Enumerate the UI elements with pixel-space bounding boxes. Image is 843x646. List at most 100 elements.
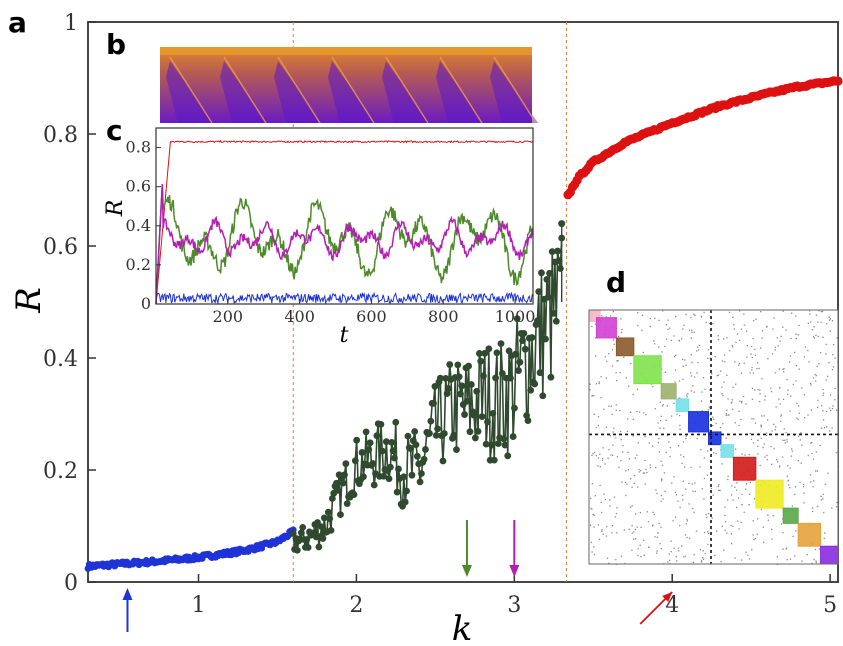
inset-d-entry <box>727 414 729 416</box>
inset-d-entry <box>785 329 787 331</box>
inset-d-entry <box>754 537 756 540</box>
inset-d-entry <box>673 356 676 358</box>
inset-d-block <box>820 546 838 564</box>
inset-d-block <box>661 383 677 399</box>
inset-d-entry <box>643 554 645 557</box>
inset-d-entry <box>731 408 734 410</box>
inset-d-entry <box>697 349 700 351</box>
inset-d-entry <box>761 415 763 417</box>
inset-d-entry <box>832 405 834 407</box>
inset-d-entry <box>678 550 680 552</box>
inset-d-entry <box>767 419 769 421</box>
inset-d-block-border <box>595 317 617 339</box>
inset-d-entry <box>751 366 753 369</box>
inset-d-entry <box>674 516 677 518</box>
inset-d-entry <box>647 546 650 548</box>
inset-d-entry <box>663 427 665 430</box>
inset-d-entry <box>706 516 708 519</box>
inset-d-entry <box>782 531 784 534</box>
inset-d-entry <box>693 511 695 513</box>
main-point <box>326 515 334 522</box>
main-y-tick-label: 0.4 <box>43 347 78 372</box>
main-point <box>420 455 428 463</box>
inset-d-entry <box>692 507 694 510</box>
inset-d-entry <box>661 368 663 370</box>
inset-d-entry <box>700 315 702 317</box>
inset-d-entry <box>759 464 761 467</box>
inset-d-entry <box>731 485 733 487</box>
inset-d-entry <box>753 418 755 420</box>
inset-d-entry <box>778 465 781 467</box>
inset-d-entry <box>631 549 633 551</box>
inset-d-frame <box>588 309 839 565</box>
main-point <box>304 544 312 551</box>
main-point <box>498 369 506 377</box>
inset-d-block <box>633 355 662 384</box>
inset-d-entry <box>678 414 681 417</box>
inset-d-blocks <box>588 309 839 565</box>
inset-d-entry <box>755 318 757 320</box>
main-point <box>365 446 373 453</box>
inset-d-entry <box>614 516 616 518</box>
inset-d-entry <box>717 374 720 376</box>
inset-d-entry <box>737 497 740 499</box>
inset-d-entry <box>600 501 602 504</box>
inset-d-entry <box>612 444 614 446</box>
inset-d-entry <box>708 532 710 534</box>
inset-d-entry <box>757 453 759 455</box>
inset-d-entry <box>657 441 660 444</box>
main-point <box>501 441 509 449</box>
main-point <box>454 361 462 369</box>
inset-d-entry <box>618 466 620 468</box>
inset-c-frame <box>155 127 534 305</box>
inset-d-entry <box>734 422 736 424</box>
main-point <box>351 457 359 465</box>
inset-d-entry <box>761 378 763 380</box>
main-point <box>416 478 424 486</box>
inset-d-entry <box>746 330 748 332</box>
inset-b-front <box>493 56 537 124</box>
inset-d-entry <box>684 534 687 536</box>
main-point <box>401 498 409 506</box>
inset-d-entry <box>615 559 617 561</box>
inset-d-entry <box>649 464 651 466</box>
inset-d-entry <box>589 524 592 526</box>
inset-d-entry <box>778 398 780 400</box>
main-point <box>299 523 307 531</box>
inset-d-entry <box>711 373 713 375</box>
inset-d-entry <box>715 452 717 455</box>
inset-d-entry <box>766 326 768 328</box>
inset-d-entry <box>836 337 838 339</box>
inset-d-entry <box>638 471 641 473</box>
main-point <box>450 431 458 439</box>
inset-d-entry <box>639 512 642 514</box>
inset-d-entry <box>702 550 704 552</box>
inset-d-entry <box>789 355 792 357</box>
main-point <box>536 369 544 377</box>
inset-d-entry <box>727 475 729 477</box>
inset-d-entry <box>757 445 759 447</box>
inset-d-entry <box>655 489 657 491</box>
inset-d-entry <box>628 385 630 387</box>
inset-d-entry <box>617 360 619 362</box>
inset-d-entry <box>694 314 696 316</box>
inset-d-entry <box>700 449 702 451</box>
inset-d-entry <box>823 427 826 429</box>
inset-d-entry <box>734 557 736 559</box>
inset-d-entry <box>682 328 684 330</box>
inset-d-entry <box>610 405 612 407</box>
inset-d-entry <box>626 430 629 433</box>
inset-d-entry <box>828 316 830 318</box>
inset-d-entry <box>803 502 805 504</box>
inset-d-entry <box>803 394 806 396</box>
inset-d-entry <box>718 484 720 486</box>
inset-d-entry <box>590 541 592 544</box>
inset-d-entry <box>647 520 650 523</box>
inset-d-entry <box>798 368 800 370</box>
inset-d-entry <box>600 397 602 399</box>
main-x-tick-label: 1 <box>192 593 206 618</box>
inset-d-entry <box>707 530 709 533</box>
inset-d-entry <box>782 439 784 442</box>
inset-d-entry <box>787 389 789 391</box>
inset-d-block-border <box>660 383 677 400</box>
